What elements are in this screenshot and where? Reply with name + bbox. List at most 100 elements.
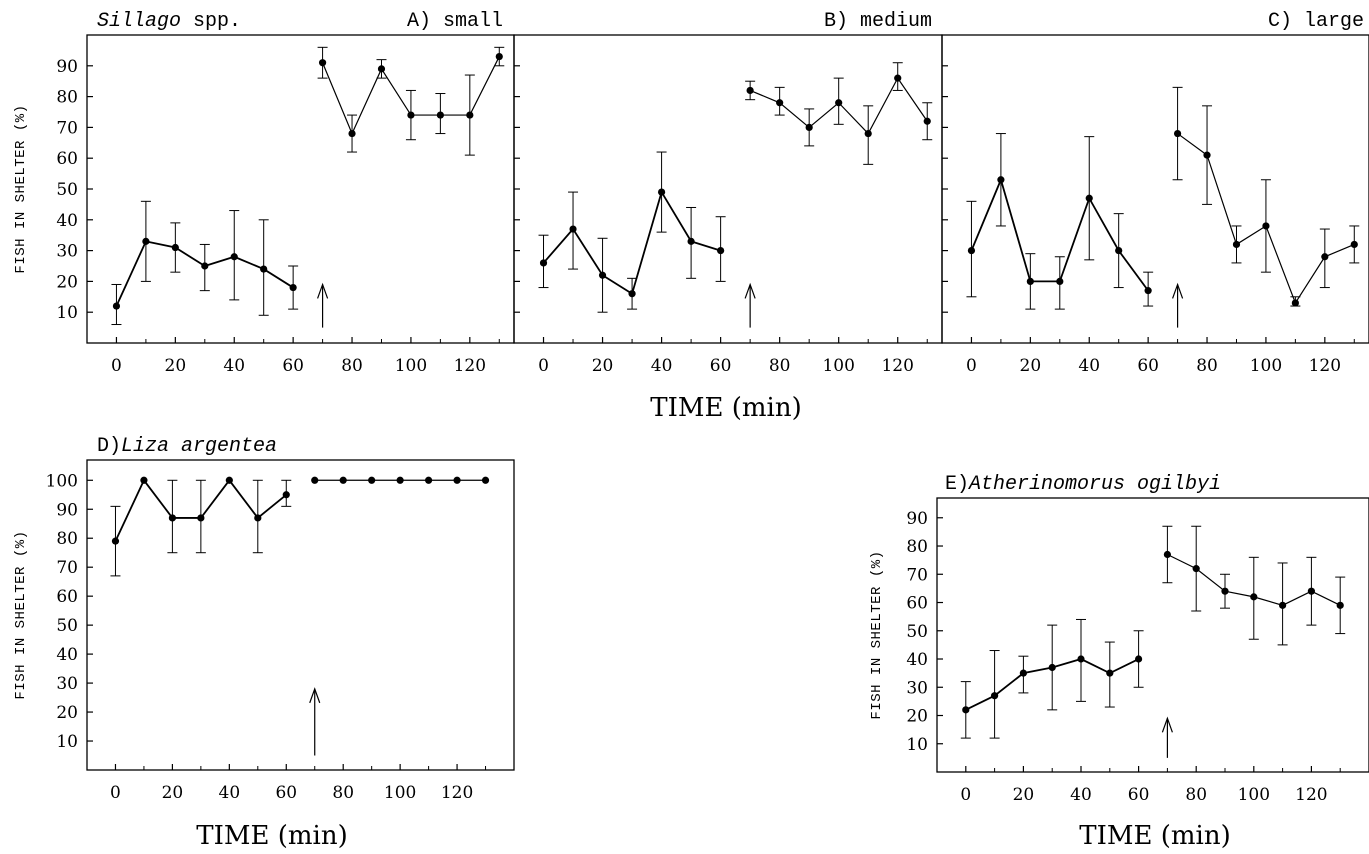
data-point <box>1173 129 1182 138</box>
data-point <box>746 86 754 95</box>
y-tick-label: 50 <box>906 622 928 642</box>
data-point <box>254 514 262 522</box>
y-tick-label: 20 <box>906 707 928 727</box>
data-point <box>1115 247 1123 255</box>
data-point <box>1307 587 1315 595</box>
y-tick-label: 70 <box>56 558 78 578</box>
data-point <box>1026 277 1034 285</box>
data-point <box>1203 151 1211 159</box>
y-axis-label: FISH IN SHELTER (%) <box>869 550 885 719</box>
panel-size-label: C) large <box>1268 10 1364 33</box>
data-point <box>1336 601 1344 609</box>
x-tick-label: 60 <box>275 783 297 803</box>
y-tick-label: 10 <box>56 732 78 752</box>
x-tick-label: 120 <box>441 783 473 803</box>
data-point <box>225 476 233 484</box>
x-tick-label: 100 <box>395 356 427 376</box>
y-axis-label: FISH IN SHELTER (%) <box>13 104 29 273</box>
x-tick-label: 120 <box>1309 356 1341 376</box>
data-point <box>407 111 415 119</box>
y-axis-label: FISH IN SHELTER (%) <box>13 530 29 699</box>
data-point <box>311 476 319 484</box>
x-axis-title-d: TIME (min) <box>196 821 347 851</box>
x-tick-label: 20 <box>165 356 187 376</box>
plot-frame <box>86 459 515 771</box>
data-point <box>171 243 179 252</box>
y-tick-label: 70 <box>56 118 78 138</box>
data-point <box>657 188 666 196</box>
data-point <box>197 514 205 522</box>
data-point <box>1144 287 1152 295</box>
data-point <box>628 290 636 298</box>
data-point <box>1056 277 1064 285</box>
y-tick-label: 50 <box>56 180 78 200</box>
data-point <box>1321 253 1329 261</box>
x-tick-label: 80 <box>1185 785 1207 805</box>
data-point <box>142 237 150 245</box>
data-point <box>776 99 784 107</box>
panel-title-suffix: spp. <box>181 10 241 33</box>
x-tick-label: 80 <box>332 783 354 803</box>
data-point <box>1192 565 1200 573</box>
data-point <box>687 237 695 245</box>
data-point <box>1221 587 1229 595</box>
y-tick-label: 90 <box>56 57 78 77</box>
x-tick-label: 0 <box>538 356 549 376</box>
data-point <box>923 117 931 125</box>
data-point <box>1019 669 1027 677</box>
y-tick-label: 40 <box>56 645 78 665</box>
x-tick-label: 120 <box>881 356 913 376</box>
panel-size-label: B) medium <box>824 10 932 33</box>
data-point <box>1106 669 1114 677</box>
x-tick-label: 0 <box>111 356 122 376</box>
data-point <box>1291 299 1299 307</box>
x-axis-title-e: TIME (min) <box>1079 821 1230 851</box>
data-point <box>201 262 209 270</box>
y-tick-label: 30 <box>56 674 78 694</box>
y-tick-label: 20 <box>56 272 78 292</box>
panel-c: 0 20 40 60 80 100 120 C) large <box>941 10 1369 376</box>
treatment-arrow-head <box>744 282 756 299</box>
data-point <box>894 74 902 82</box>
data-point <box>466 111 474 119</box>
treatment-arrow-head <box>1172 282 1184 299</box>
x-tick-label: 40 <box>1070 785 1092 805</box>
x-tick-label: 120 <box>1295 785 1327 805</box>
y-tick-label: 60 <box>56 149 78 169</box>
x-tick-label: 0 <box>960 785 971 805</box>
y-tick-label: 10 <box>56 303 78 323</box>
data-point <box>569 225 577 233</box>
plot-frame <box>513 34 943 344</box>
panel-d: 10 20 30 40 50 60 70 80 90 100 0 20 40 60 80 100 120 FISH… <box>13 435 515 803</box>
panel-title: D)Liza argentea <box>97 435 277 458</box>
panel-title-species: Atherinomorus ogilbyi <box>967 473 1221 496</box>
data-point <box>717 247 725 255</box>
data-point <box>1279 601 1287 609</box>
y-tick-label: 90 <box>906 509 928 529</box>
panel-a: 10 20 30 40 50 60 70 80 90 0 20 40 60 80 100 120 FISH IN… <box>13 10 515 376</box>
y-tick-label: 60 <box>906 594 928 614</box>
y-tick-label: 70 <box>906 565 928 585</box>
x-axis-title-top: TIME (min) <box>650 393 801 423</box>
data-point <box>112 302 121 310</box>
x-tick-label: 20 <box>162 783 184 803</box>
x-tick-label: 0 <box>110 783 121 803</box>
data-point <box>1135 655 1143 663</box>
data-point <box>539 259 548 267</box>
data-point <box>805 123 813 131</box>
plot-frame <box>941 34 1369 344</box>
x-tick-label: 20 <box>592 356 614 376</box>
x-tick-label: 100 <box>384 783 416 803</box>
plot-frame <box>936 497 1369 773</box>
data-point <box>436 111 444 119</box>
data-point <box>1163 550 1171 559</box>
x-tick-label: 60 <box>1137 356 1159 376</box>
panel-title-species: Liza argentea <box>121 435 277 458</box>
y-tick-label: 100 <box>46 471 78 491</box>
data-point <box>453 476 461 484</box>
data-point <box>1262 222 1270 230</box>
x-tick-label: 20 <box>1020 356 1042 376</box>
x-tick-label: 60 <box>710 356 732 376</box>
y-tick-label: 60 <box>56 587 78 607</box>
